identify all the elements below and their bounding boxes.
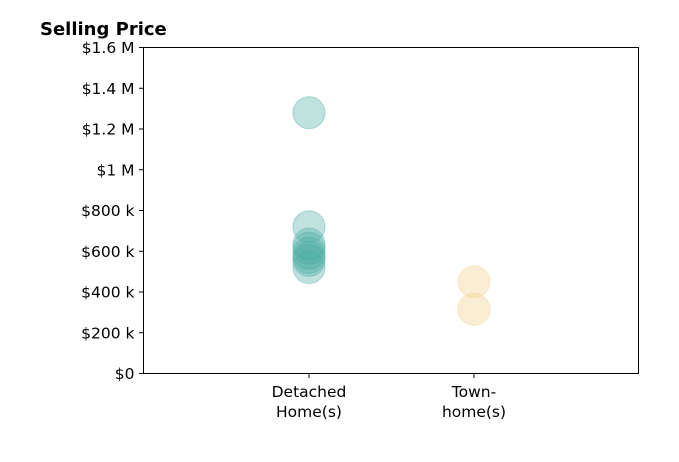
- y-tick-label: $400 k: [81, 284, 134, 302]
- data-point: [292, 210, 326, 244]
- marks-layer: [292, 96, 491, 326]
- y-tick-label: $1.2 M: [82, 121, 135, 139]
- x-tick-label: Town-: [451, 383, 496, 401]
- data-point: [292, 243, 326, 278]
- data-point: [292, 96, 326, 130]
- data-point: [457, 292, 491, 326]
- y-tick-label: $1 M: [96, 161, 134, 179]
- y-tick-label: $0: [115, 365, 135, 383]
- x-tick-label: Home(s): [276, 403, 342, 421]
- data-point: [292, 240, 326, 274]
- chart-title: Selling Price: [40, 19, 167, 40]
- data-point: [292, 227, 326, 261]
- y-tick-label: $1.6 M: [82, 39, 135, 57]
- y-tick-label: $600 k: [81, 243, 134, 261]
- data-point: [292, 250, 326, 285]
- plot-frame: [143, 47, 639, 374]
- x-tick-label: home(s): [442, 403, 506, 421]
- y-tick-label: $200 k: [81, 324, 134, 342]
- y-tick-label: $1.4 M: [82, 80, 135, 98]
- axis-layer: $0 $200 k $400 k $600 k $800 k $1 M $1.2 M $1.4…: [81, 39, 506, 421]
- data-point: [457, 265, 491, 299]
- data-point: [292, 231, 326, 265]
- x-tick-label: Detached: [272, 383, 347, 401]
- data-point: [292, 236, 326, 270]
- y-tick-label: $800 k: [81, 202, 134, 220]
